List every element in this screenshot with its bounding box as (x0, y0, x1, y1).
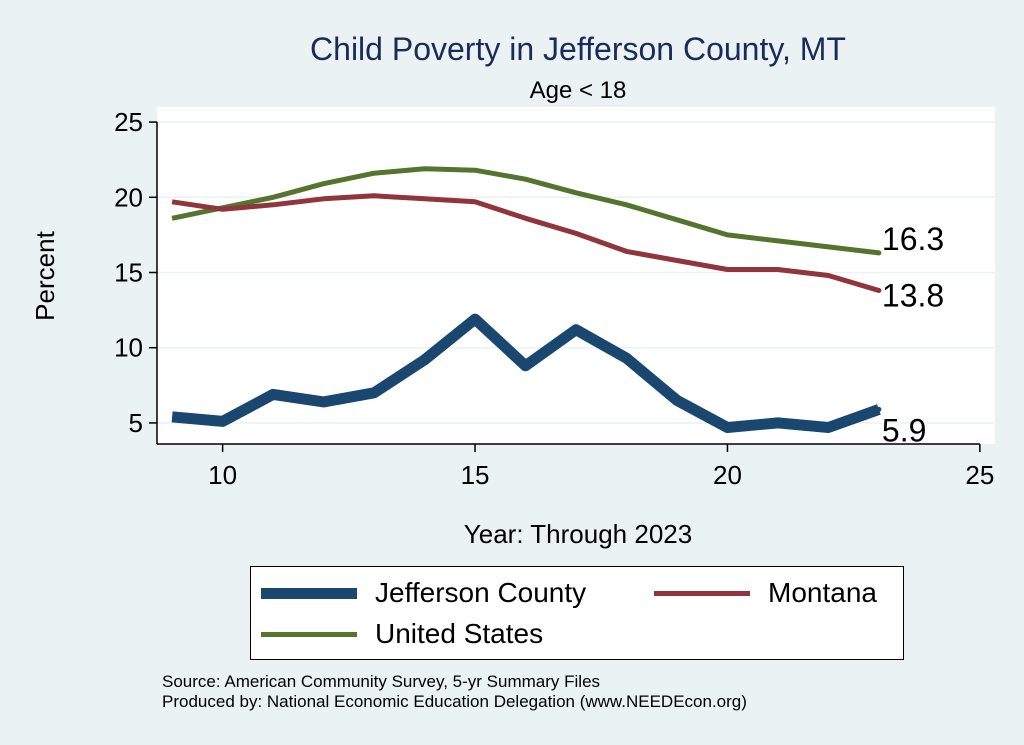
x-tick-label-25: 25 (965, 460, 994, 490)
chart-subtitle: Age < 18 (530, 77, 627, 104)
legend-label-montana: Montana (768, 577, 877, 608)
y-tick-label-5: 5 (129, 408, 143, 438)
x-tick-label-20: 20 (713, 460, 742, 490)
series-line-jefferson-county (171, 313, 881, 433)
y-tick-label-15: 15 (114, 257, 143, 287)
end-point-united-states (876, 250, 882, 256)
series-group (171, 166, 882, 433)
source-note: Source: American Community Survey, 5-yr … (162, 672, 601, 691)
x-axis-title: Year: Through 2023 (464, 519, 692, 549)
end-point-jefferson-county (876, 406, 882, 412)
producer-note: Produced by: National Economic Education… (162, 692, 747, 711)
y-tick-label-25: 25 (114, 107, 143, 137)
legend-label-jefferson-county: Jefferson County (375, 577, 587, 608)
end-labels: 5.9 13.8 16.3 (882, 221, 944, 448)
axes: 5 10 15 20 25 10 15 20 25 (114, 107, 994, 490)
y-axis-title: Percent (30, 230, 60, 320)
plot-area (157, 107, 995, 444)
legend: Jefferson County Montana United States (250, 566, 904, 660)
x-tick-label-15: 15 (461, 460, 490, 490)
end-label-jefferson-county: 5.9 (882, 412, 926, 448)
legend-item-montana: Montana (654, 577, 877, 609)
y-tick-label-10: 10 (114, 333, 143, 363)
legend-swatch-jefferson-county (261, 587, 357, 599)
chart-title: Child Poverty in Jefferson County, MT (310, 31, 846, 67)
series-line-united-states (171, 166, 880, 256)
legend-item-united-states: United States (261, 618, 543, 650)
y-tick-label-20: 20 (114, 182, 143, 212)
series-line-montana (171, 193, 880, 293)
end-label-montana: 13.8 (882, 278, 944, 314)
end-label-united-states: 16.3 (882, 221, 944, 257)
legend-swatch-montana (654, 590, 750, 596)
footer: Source: American Community Survey, 5-yr … (162, 672, 747, 712)
end-point-montana (876, 288, 882, 294)
legend-label-united-states: United States (375, 618, 544, 649)
legend-item-jefferson-county: Jefferson County (261, 577, 586, 609)
legend-swatch-united-states (261, 631, 357, 637)
x-tick-label-10: 10 (208, 460, 237, 490)
